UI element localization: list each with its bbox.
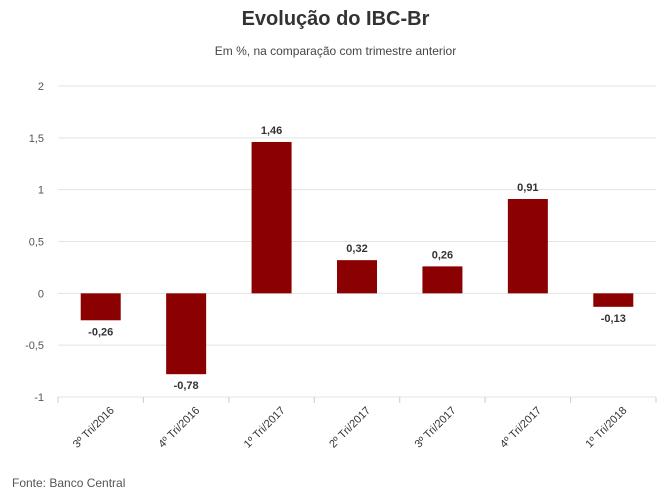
bar bbox=[251, 141, 292, 294]
data-label: -0,78 bbox=[174, 380, 199, 392]
x-tick-label: 1º Tri/2017 bbox=[242, 405, 288, 451]
data-label: 1,46 bbox=[261, 125, 282, 137]
x-tick-label: 4º Tri/2016 bbox=[156, 405, 202, 451]
data-label: -0,13 bbox=[601, 313, 626, 325]
y-tick-label: 1 bbox=[38, 185, 44, 197]
data-label: 0,32 bbox=[346, 243, 367, 255]
y-tick-label: 1,5 bbox=[29, 133, 44, 145]
bar bbox=[593, 293, 634, 307]
x-tick-label: 4º Tri/2017 bbox=[498, 405, 544, 451]
source-note: Fonte: Banco Central bbox=[12, 476, 126, 490]
data-label: -0,26 bbox=[88, 326, 113, 338]
bars bbox=[80, 141, 634, 375]
x-tick-label: 3º Tri/2016 bbox=[71, 405, 117, 451]
y-tick-label: 2 bbox=[38, 81, 44, 93]
y-tick-label: -0,5 bbox=[25, 340, 44, 352]
bar bbox=[507, 198, 548, 294]
chart-subtitle: Em %, na comparação com trimestre anteri… bbox=[214, 44, 457, 58]
y-tick-label: 0,5 bbox=[29, 237, 44, 249]
y-tick-label: -1 bbox=[34, 392, 44, 404]
x-tick-label: 3º Tri/2017 bbox=[413, 405, 459, 451]
bar bbox=[422, 266, 463, 294]
x-tick-label: 1º Tri/2018 bbox=[583, 405, 629, 451]
data-labels: -0,26 -0,78 1,46 0,32 0,26 0,91 -0,13 bbox=[88, 125, 626, 392]
bar bbox=[80, 293, 121, 321]
x-tick-label: 2º Tri/2017 bbox=[327, 405, 373, 451]
data-label: 0,26 bbox=[432, 249, 453, 261]
grid-lines bbox=[58, 85, 656, 398]
chart-title: Evolução do IBC-Br bbox=[241, 8, 430, 30]
y-tick-label: 0 bbox=[38, 288, 44, 300]
y-axis-ticks: 2 1,5 1 0,5 0 -0,5 -1 bbox=[25, 81, 44, 404]
bar bbox=[166, 293, 207, 375]
x-axis-labels: 3º Tri/2016 4º Tri/2016 1º Tri/2017 2º Tri/… bbox=[57, 397, 657, 451]
data-label: 0,91 bbox=[517, 182, 538, 194]
bar bbox=[337, 260, 377, 294]
